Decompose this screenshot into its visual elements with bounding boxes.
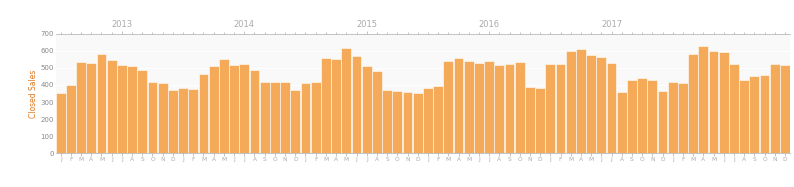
Bar	[423, 88, 433, 153]
Bar	[403, 92, 412, 153]
Bar	[434, 86, 443, 153]
Bar	[127, 66, 137, 153]
Bar	[117, 65, 127, 153]
Bar	[617, 92, 626, 153]
Bar	[66, 85, 75, 153]
Bar	[453, 59, 464, 153]
Bar	[321, 59, 331, 153]
Bar	[638, 78, 647, 153]
Bar	[607, 63, 616, 153]
Bar	[362, 66, 372, 153]
Bar	[148, 82, 157, 153]
Bar	[657, 91, 668, 153]
Bar	[97, 54, 106, 153]
Bar	[750, 76, 759, 153]
Bar	[280, 82, 290, 153]
Bar	[178, 88, 188, 153]
Bar	[699, 47, 708, 153]
Bar	[760, 75, 769, 153]
Bar	[474, 63, 484, 153]
Bar	[209, 66, 218, 153]
Bar	[198, 74, 208, 153]
Bar	[709, 51, 719, 153]
Bar	[413, 94, 422, 153]
Bar	[464, 61, 473, 153]
Bar	[545, 65, 555, 153]
Bar	[331, 59, 341, 153]
Bar	[770, 65, 780, 153]
Bar	[137, 70, 147, 153]
Bar	[168, 90, 178, 153]
Bar	[158, 83, 168, 153]
Bar	[566, 51, 576, 153]
Bar	[270, 82, 279, 153]
Bar	[188, 89, 198, 153]
Bar	[260, 82, 269, 153]
Bar	[219, 59, 229, 153]
Bar	[382, 90, 392, 153]
Bar	[525, 87, 534, 153]
Bar	[249, 70, 260, 153]
Bar	[678, 83, 688, 153]
Bar	[341, 48, 351, 153]
Bar	[515, 62, 525, 153]
Bar	[495, 65, 504, 153]
Bar	[56, 93, 66, 153]
Bar	[76, 62, 86, 153]
Bar	[484, 61, 494, 153]
Bar	[729, 64, 738, 153]
Bar	[688, 54, 698, 153]
Bar	[627, 80, 637, 153]
Bar	[576, 49, 586, 153]
Bar	[229, 65, 239, 153]
Bar	[739, 80, 749, 153]
Bar	[505, 64, 515, 153]
Bar	[291, 90, 300, 153]
Y-axis label: Closed Sales: Closed Sales	[29, 69, 38, 118]
Bar	[596, 57, 606, 153]
Bar	[392, 91, 402, 153]
Bar	[719, 52, 729, 153]
Bar	[780, 65, 790, 153]
Bar	[301, 83, 310, 153]
Bar	[352, 56, 361, 153]
Bar	[586, 55, 596, 153]
Bar	[647, 80, 657, 153]
Bar	[240, 65, 249, 153]
Bar	[311, 82, 321, 153]
Bar	[668, 82, 677, 153]
Bar	[444, 61, 453, 153]
Bar	[372, 71, 382, 153]
Bar	[535, 88, 545, 153]
Bar	[87, 63, 96, 153]
Bar	[556, 64, 565, 153]
Bar	[107, 60, 117, 153]
